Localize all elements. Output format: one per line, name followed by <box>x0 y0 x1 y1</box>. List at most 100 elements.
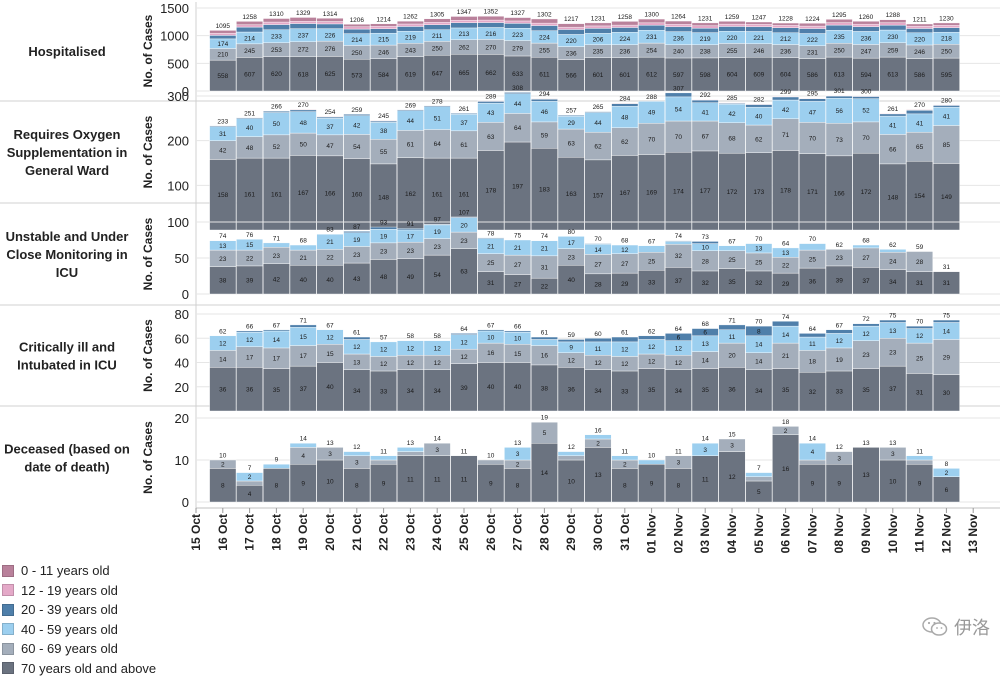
segment-label: 47 <box>326 143 334 150</box>
segment-label: 12 <box>326 334 334 341</box>
y-tick-label: 20 <box>175 380 189 395</box>
bar-segment <box>638 154 666 231</box>
total-label: 58 <box>434 333 442 340</box>
bar-segment <box>289 443 317 448</box>
panel-title: Intubated in ICU <box>17 358 117 373</box>
bar-segment <box>343 28 371 34</box>
total-label: 13 <box>407 440 415 447</box>
total-label: 7 <box>757 465 761 472</box>
segment-label: 2 <box>784 428 788 435</box>
bar-segment <box>933 125 960 164</box>
y-tick-label: 0 <box>182 84 189 99</box>
segment-label: 15 <box>514 351 522 358</box>
segment-label: 14 <box>755 342 763 349</box>
total-label: 13 <box>326 440 334 447</box>
segment-label: 8 <box>677 483 681 490</box>
bar-segment <box>236 157 263 231</box>
panel-title: General Ward <box>25 163 109 178</box>
y-tick-label: 100 <box>167 178 189 193</box>
segment-label: 41 <box>889 123 897 130</box>
bar-segment <box>584 243 612 245</box>
segment-label: 167 <box>298 190 309 197</box>
bar-segment <box>557 115 585 117</box>
bar-segment <box>209 159 237 231</box>
segment-label: 573 <box>351 73 362 80</box>
segment-label: 662 <box>485 70 496 77</box>
total-label: 62 <box>219 328 227 335</box>
bar-segment <box>477 122 505 151</box>
legend-swatch <box>2 642 14 655</box>
segment-label: 19 <box>836 357 844 364</box>
bar-segment <box>906 342 934 374</box>
segment-label: 8 <box>275 483 279 490</box>
bar-segment <box>799 459 826 465</box>
total-label: 66 <box>514 323 522 330</box>
bar-segment <box>933 468 960 477</box>
bar-segment <box>879 163 907 231</box>
segment-label: 625 <box>325 71 336 78</box>
bar-segment <box>933 22 960 26</box>
bar-segment <box>477 19 505 23</box>
segment-label: 46 <box>541 109 549 116</box>
bar-segment <box>852 323 880 327</box>
segment-label: 25 <box>728 257 736 264</box>
segment-label: 213 <box>459 31 470 38</box>
segment-label: 63 <box>460 269 468 276</box>
bar-segment <box>450 22 478 29</box>
segment-label: 31 <box>219 131 227 138</box>
bar-segment <box>557 29 585 35</box>
bar-segment <box>906 455 934 461</box>
segment-label: 183 <box>539 187 550 194</box>
segment-label: 33 <box>380 388 388 395</box>
bar-segment <box>531 148 558 231</box>
segment-label: 39 <box>836 277 844 284</box>
segment-label: 586 <box>807 72 818 79</box>
bar-segment <box>423 223 451 226</box>
bar-segment <box>209 35 237 40</box>
bar-segment <box>557 23 585 28</box>
bar-segment <box>799 443 826 461</box>
total-label: 1095 <box>216 23 231 30</box>
bar-segment <box>263 368 290 412</box>
bar-segment <box>665 455 692 469</box>
y-axis-label: No. of Cases <box>141 115 155 188</box>
panel-title: Deceased (based on <box>4 442 130 457</box>
x-tick-label: 06 Nov <box>779 514 793 554</box>
segment-label: 597 <box>673 72 684 79</box>
segment-label: 566 <box>566 73 577 80</box>
segment-label: 25 <box>755 259 763 266</box>
bar-segment <box>423 24 451 30</box>
segment-label: 12 <box>621 247 629 254</box>
segment-label: 14 <box>541 470 549 477</box>
bar-segment <box>504 330 531 333</box>
segment-label: 12 <box>380 347 388 354</box>
bar-segment <box>477 100 505 102</box>
total-label: 70 <box>755 319 763 326</box>
total-label: 278 <box>432 98 443 105</box>
x-tick-label: 05 Nov <box>752 514 766 554</box>
segment-label: 28 <box>594 281 602 288</box>
segment-label: 73 <box>836 137 844 144</box>
segment-label: 270 <box>485 44 496 51</box>
segment-label: 8 <box>516 483 520 490</box>
bar-segment <box>289 17 317 22</box>
segment-label: 48 <box>246 145 254 152</box>
segment-label: 34 <box>407 388 415 395</box>
bar-segment <box>691 27 719 33</box>
segment-label: 12 <box>862 331 870 338</box>
bar-segment <box>718 268 746 295</box>
segment-label: 218 <box>941 36 952 43</box>
total-label: 72 <box>862 316 870 323</box>
segment-label: 50 <box>300 142 308 149</box>
bar-segment <box>531 25 558 31</box>
total-label: 19 <box>541 415 549 422</box>
total-label: 282 <box>753 97 764 104</box>
segment-label: 21 <box>541 246 549 253</box>
bar-segment <box>852 340 880 369</box>
bar-segment <box>879 22 907 26</box>
total-label: 14 <box>809 436 817 443</box>
x-tick-label: 30 Oct <box>591 514 605 551</box>
segment-label: 22 <box>782 263 790 270</box>
segment-label: 231 <box>646 34 657 41</box>
total-label: 1300 <box>644 12 659 19</box>
